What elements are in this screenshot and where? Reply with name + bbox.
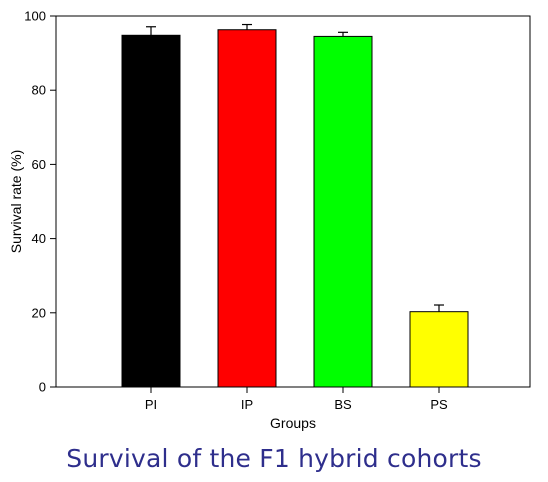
x-axis-label: Groups <box>270 415 316 431</box>
y-tick-label: 20 <box>32 305 46 320</box>
y-axis-label: Survival rate (%) <box>8 150 24 253</box>
x-axis-ticks: PI IP BS PS <box>145 387 448 412</box>
figure-caption: Survival of the F1 hybrid cohorts <box>66 444 482 473</box>
plot-frame <box>55 15 531 388</box>
y-tick-label: 100 <box>24 9 46 24</box>
y-tick-label: 40 <box>32 231 46 246</box>
x-tick-label-bs: BS <box>334 397 352 412</box>
bar-ip <box>217 29 277 388</box>
y-tick-label: 0 <box>39 380 46 395</box>
y-tick-label: 80 <box>32 83 46 98</box>
bar-bs <box>313 35 373 388</box>
y-axis-ticks: 0 20 40 60 80 100 <box>24 9 56 395</box>
x-tick-label-ps: PS <box>430 397 448 412</box>
y-tick-label: 60 <box>32 157 46 172</box>
error-bars <box>146 23 444 312</box>
x-tick-label-ip: IP <box>241 397 253 412</box>
bar-ps <box>409 311 469 388</box>
bar-pi <box>121 34 181 388</box>
bars <box>121 29 469 388</box>
x-tick-label-pi: PI <box>145 397 157 412</box>
